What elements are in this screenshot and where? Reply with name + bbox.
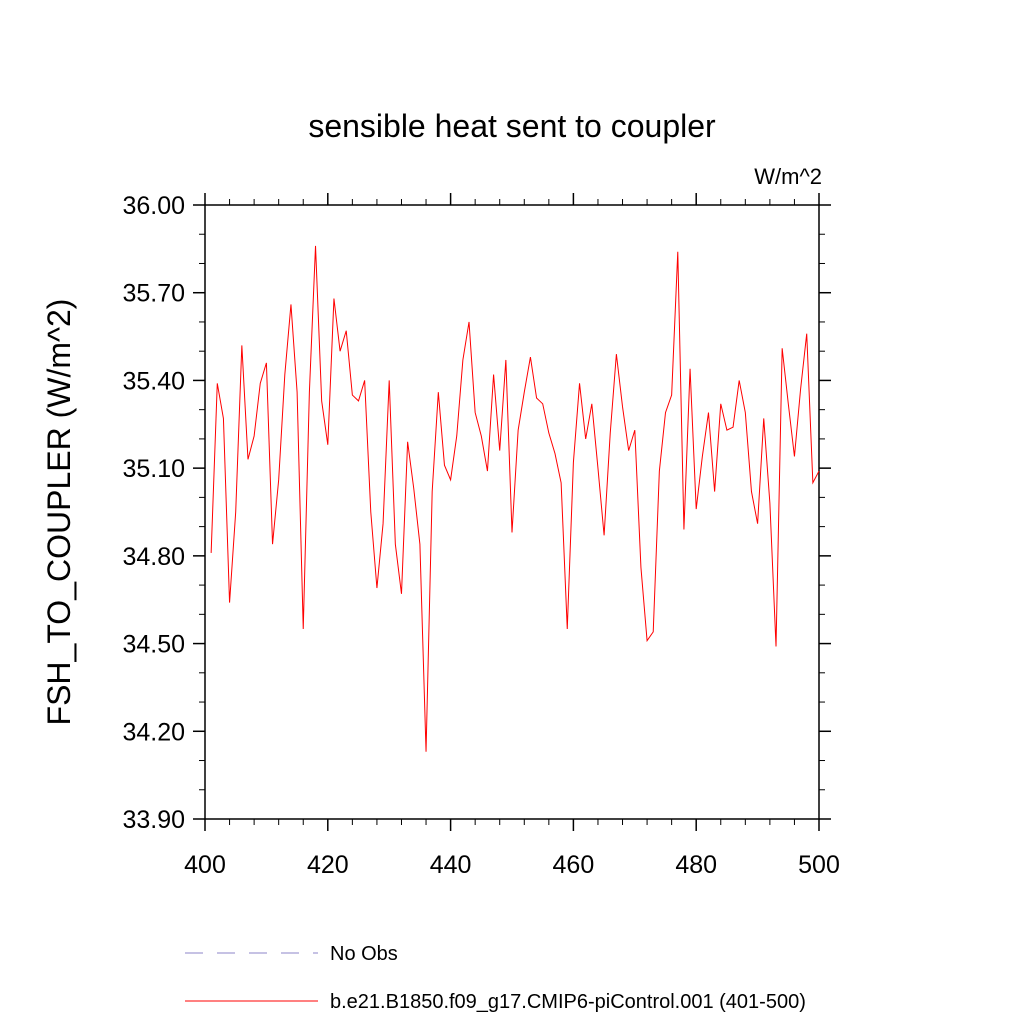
series-line (210, 245, 820, 752)
x-tick-label: 500 (798, 851, 840, 879)
y-tick-label: 35.10 (122, 455, 185, 483)
chart-title: sensible heat sent to coupler (308, 108, 716, 144)
x-tick-label: 460 (553, 851, 595, 879)
legend-label-no-obs: No Obs (330, 943, 398, 965)
y-tick-labels: 33.90 34.20 34.50 34.80 35.10 35.40 35.70 36.00 (122, 192, 185, 834)
plot-frame (204, 204, 820, 820)
legend: No Obs b.e21.B1850.f09_g17.CMIP6-piContr… (185, 943, 806, 1013)
y-tick-label: 34.20 (122, 718, 185, 746)
y-tick-label: 36.00 (122, 192, 185, 220)
x-tick-labels: 400 420 440 460 480 500 (184, 851, 840, 879)
y-tick-label: 34.80 (122, 543, 185, 571)
legend-label-model: b.e21.B1850.f09_g17.CMIP6-piControl.001 … (330, 991, 806, 1013)
y-tick-label: 34.50 (122, 631, 185, 659)
y-tick-label: 35.70 (122, 280, 185, 308)
axis-ticks (193, 193, 831, 831)
y-axis-label: FSH_TO_COUPLER (W/m^2) (41, 299, 77, 726)
x-tick-label: 480 (675, 851, 717, 879)
x-tick-label: 400 (184, 851, 226, 879)
x-tick-label: 440 (430, 851, 472, 879)
units-label: W/m^2 (754, 164, 822, 189)
y-tick-label: 35.40 (122, 367, 185, 395)
y-tick-label: 33.90 (122, 806, 185, 834)
x-tick-label: 420 (307, 851, 349, 879)
